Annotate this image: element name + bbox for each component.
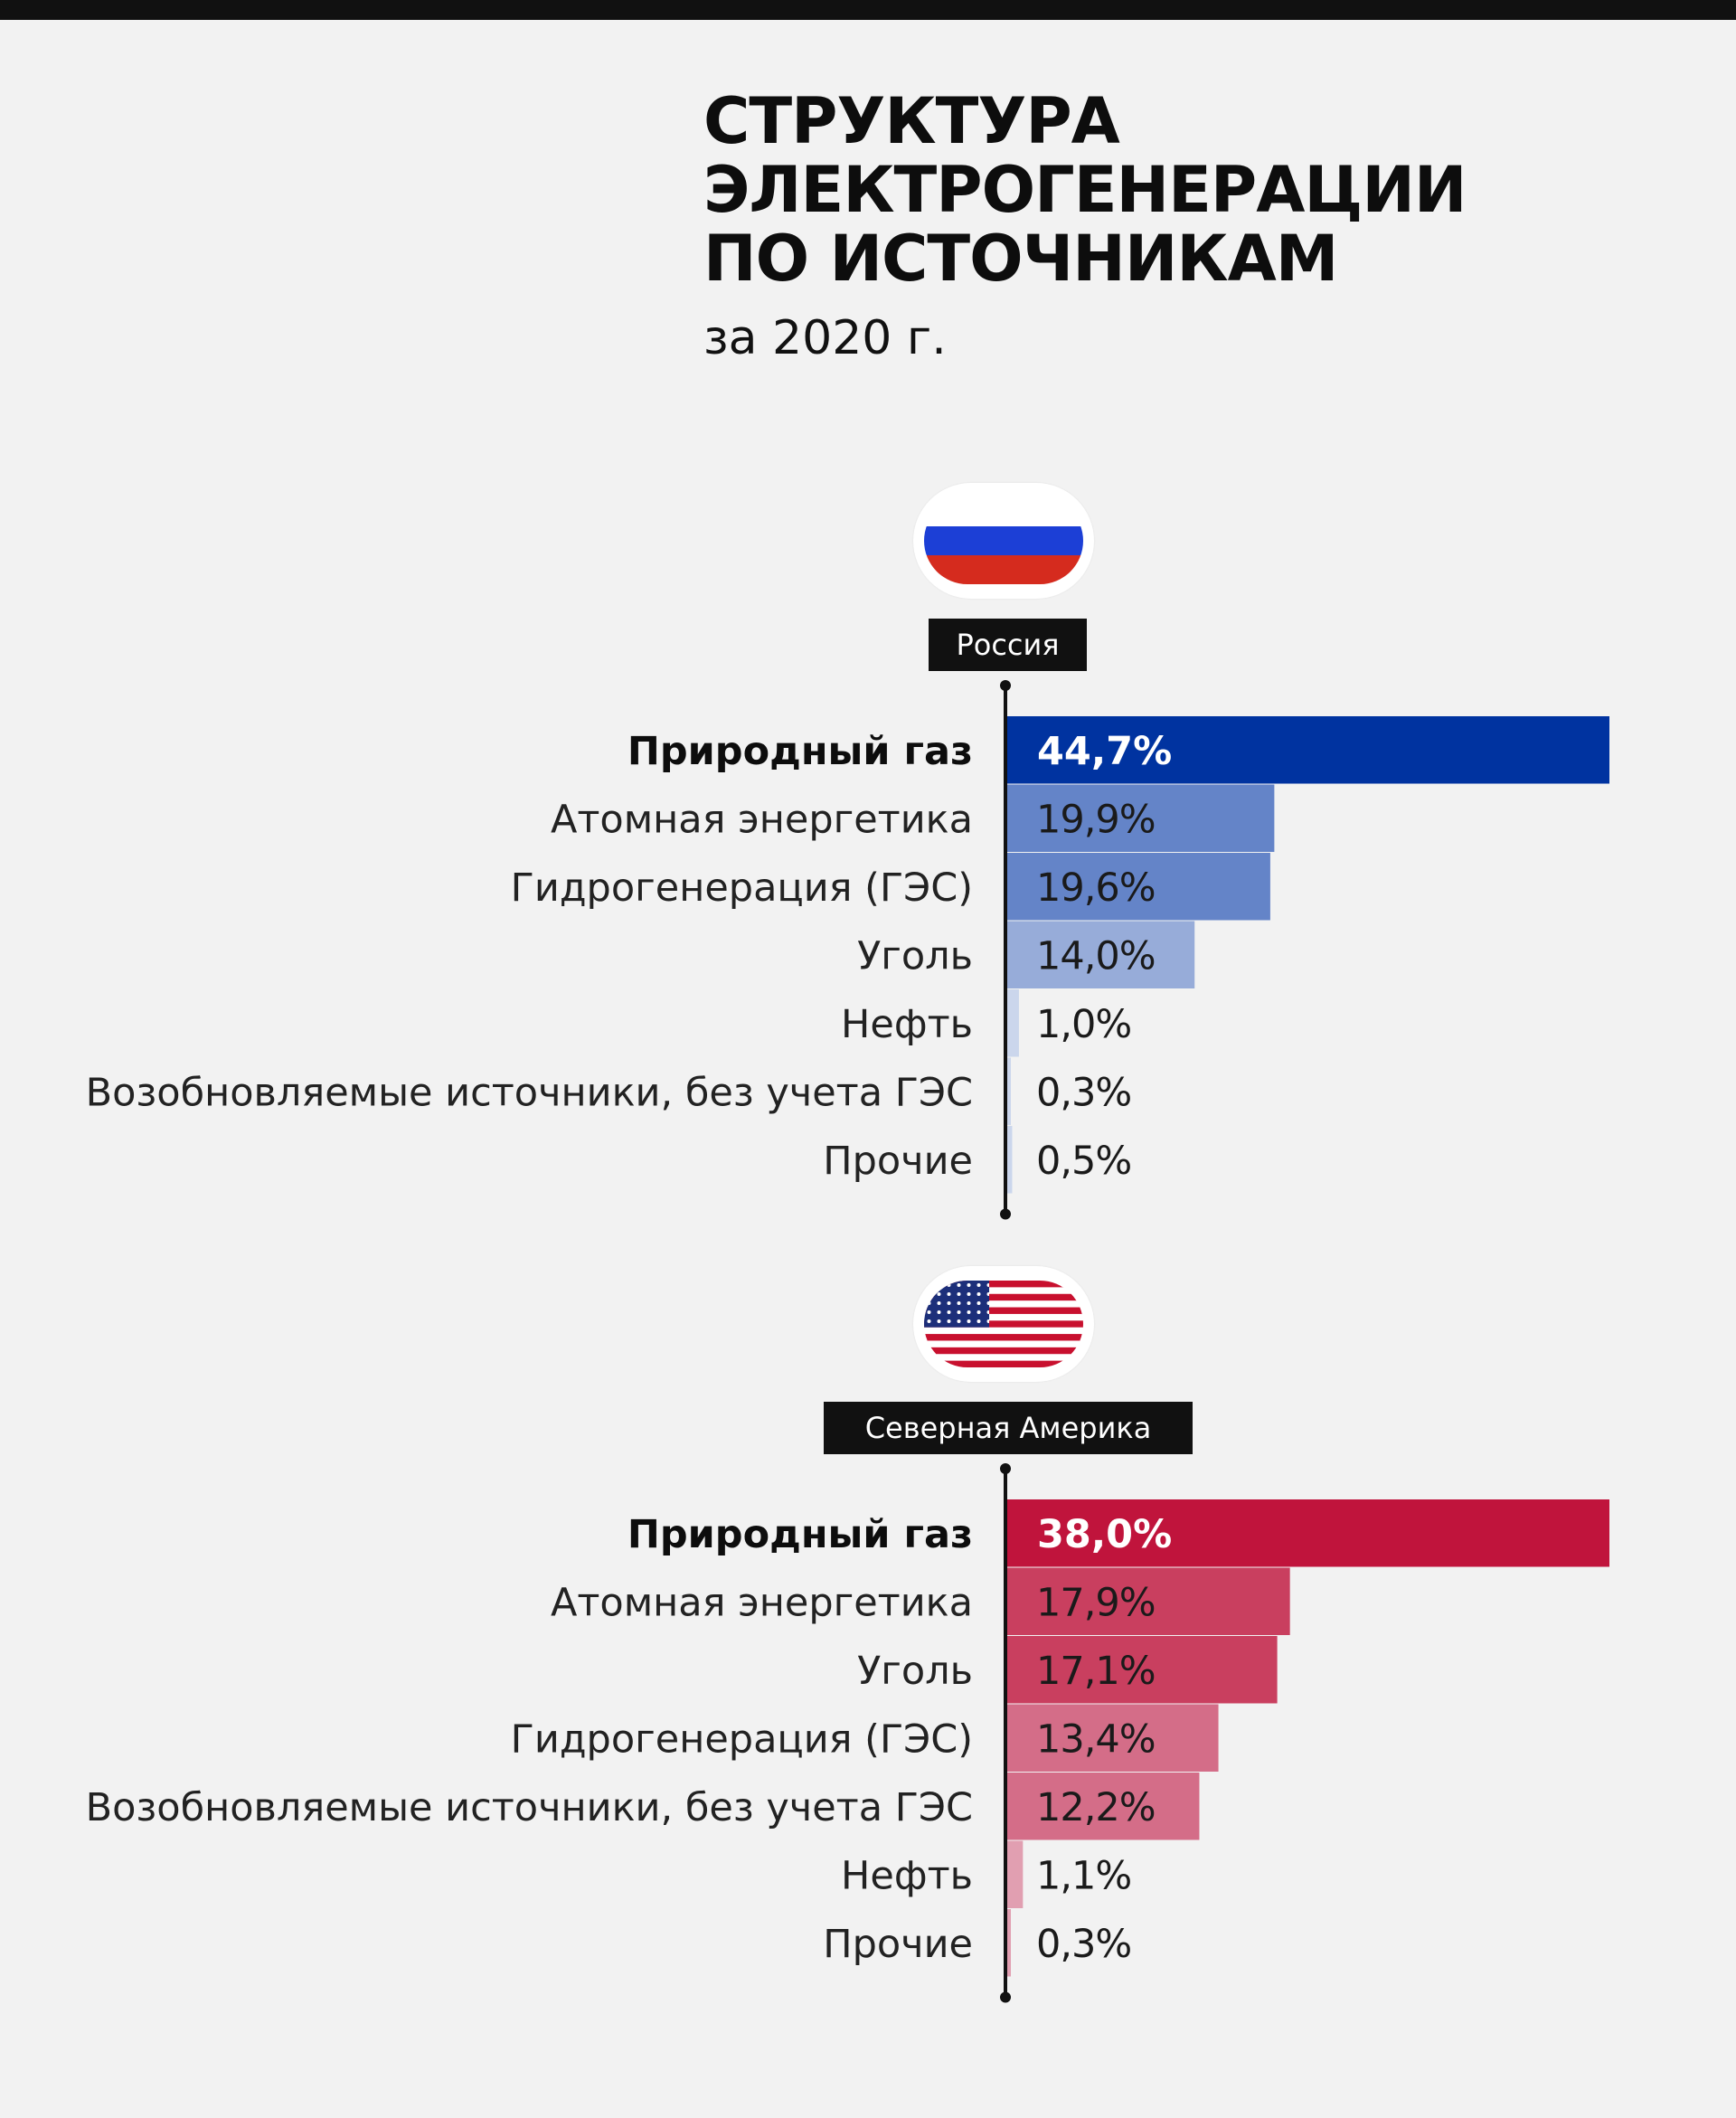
usa-value-label-6: 0,3% [1036, 1922, 1131, 1967]
russia-category-label-4: Нефть [841, 1002, 973, 1047]
russia-axis-top-dot [1000, 680, 1011, 691]
usa-bar-2 [1005, 1636, 1278, 1704]
usa-category-label-0: Природный газ [627, 1512, 973, 1557]
russia-bar-4 [1005, 989, 1019, 1057]
usa-value-label-2: 17,1% [1036, 1649, 1156, 1694]
usa-axis-bottom-dot [1000, 1991, 1011, 2003]
russia-bar-1 [1005, 784, 1275, 852]
usa-bar-6 [1005, 1909, 1011, 1977]
page-title-line-3: ПО ИСТОЧНИКАМ [703, 222, 1338, 296]
russia-category-label-3: Уголь [857, 933, 973, 979]
usa-category-label-1: Атомная энергетика [551, 1580, 973, 1625]
usa-category-label-3: Гидрогенерация (ГЭС) [511, 1716, 973, 1762]
country-label-usa: Северная Америка [824, 1402, 1193, 1454]
usa-value-label-0: 38,0% [1037, 1512, 1172, 1557]
title-block: СТРУКТУРА ЭЛЕКТРОГЕНЕРАЦИИ ПО ИСТОЧНИКАМ… [703, 87, 1698, 367]
russia-category-label-0: Природный газ [627, 729, 973, 774]
russia-value-label-5: 0,3% [1036, 1070, 1131, 1115]
russia-flag-icon [913, 483, 1094, 599]
russia-bar-0 [1005, 716, 1609, 784]
usa-bar-0 [1005, 1499, 1609, 1567]
russia-category-label-6: Прочие [823, 1139, 973, 1184]
russia-category-label-5: Возобновляемые источники, без учета ГЭС [86, 1070, 973, 1115]
usa-category-label-2: Уголь [857, 1649, 973, 1694]
top-rule [0, 0, 1736, 20]
russia-bar-chart: Природный газ 44,7% Атомная энергетика 19,9… [86, 680, 1609, 1220]
usa-value-label-1: 17,9% [1036, 1580, 1156, 1625]
usa-category-label-6: Прочие [823, 1922, 973, 1967]
russia-axis-bottom-dot [1000, 1208, 1011, 1220]
usa-bar-1 [1005, 1567, 1290, 1635]
russia-bar-3 [1005, 921, 1195, 988]
russia-category-label-1: Атомная энергетика [551, 797, 973, 842]
usa-category-label-4: Возобновляемые источники, без учета ГЭС [86, 1785, 973, 1830]
usa-axis-top-dot [1000, 1463, 1011, 1474]
usa-bar-3 [1005, 1704, 1219, 1772]
usa-value-label-4: 12,2% [1036, 1785, 1156, 1830]
usa-bar-4 [1005, 1773, 1200, 1840]
russia-bar-5 [1005, 1057, 1011, 1125]
page-title-line-1: СТРУКТУРА [703, 84, 1120, 158]
russia-bar-2 [1005, 853, 1270, 921]
page-title-line-2: ЭЛЕКТРОГЕНЕРАЦИИ [703, 153, 1467, 227]
usa-bar-chart: Природный газ 38,0% Атомная энергетика 17,9… [86, 1463, 1609, 2003]
russia-bar-6 [1005, 1126, 1013, 1194]
usa-value-label-5: 1,1% [1036, 1853, 1131, 1898]
usa-category-label-5: Нефть [841, 1853, 973, 1898]
page-subtitle: за 2020 г. [703, 311, 947, 365]
russia-category-label-2: Гидрогенерация (ГЭС) [511, 865, 973, 911]
usa-flag-icon [913, 1266, 1094, 1382]
russia-value-label-1: 19,9% [1036, 797, 1156, 842]
russia-value-label-6: 0,5% [1036, 1139, 1131, 1184]
country-label-russia: Россия [929, 619, 1087, 671]
russia-value-label-3: 14,0% [1036, 933, 1156, 979]
russia-value-label-4: 1,0% [1036, 1002, 1131, 1047]
usa-value-label-3: 13,4% [1036, 1716, 1156, 1762]
russia-value-label-0: 44,7% [1037, 729, 1172, 774]
russia-value-label-2: 19,6% [1036, 865, 1156, 911]
usa-bar-5 [1005, 1840, 1024, 1908]
